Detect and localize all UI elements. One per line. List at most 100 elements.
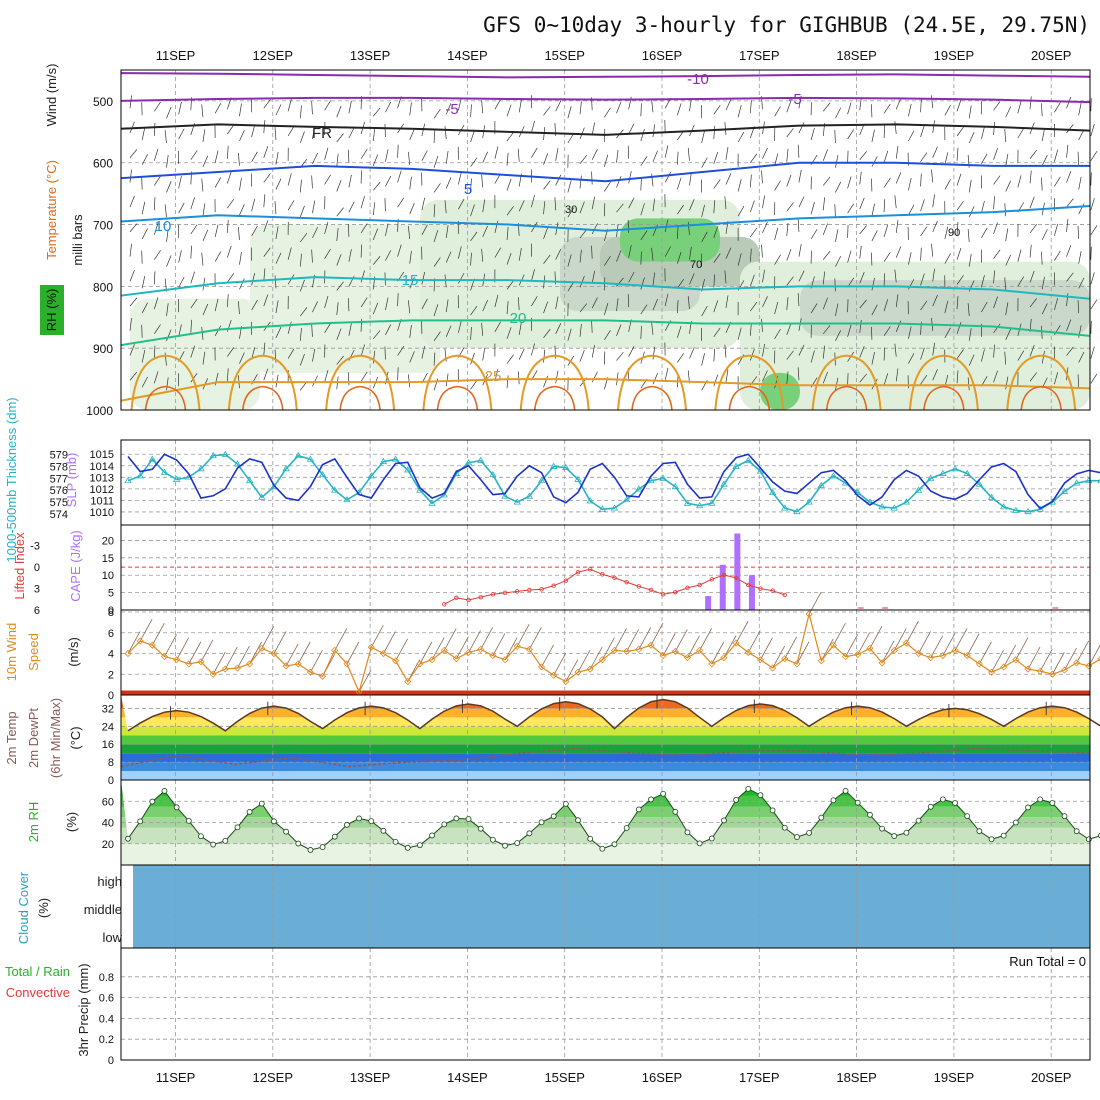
wind-speed-marker xyxy=(610,646,619,654)
wind-barb xyxy=(202,351,206,365)
wind-barb xyxy=(360,344,365,357)
isotherm-label: -5 xyxy=(445,101,458,118)
wind-barb xyxy=(725,295,729,309)
wind-speed-marker xyxy=(829,641,837,649)
wind-barb xyxy=(433,257,441,267)
wind-barb xyxy=(531,194,535,208)
wind-barb xyxy=(762,296,768,308)
wind-barb xyxy=(749,274,755,287)
date-label-bottom: 14SEP xyxy=(447,1070,487,1085)
wind-barb xyxy=(956,322,962,334)
cape-tick: 15 xyxy=(102,553,114,565)
wind-barb xyxy=(1066,144,1069,158)
rh-marker xyxy=(684,829,691,836)
wind-speed-marker xyxy=(525,645,533,653)
temperature-tick: 32 xyxy=(102,703,114,715)
surface-wind-barb xyxy=(760,637,773,660)
wind-barb xyxy=(190,224,198,235)
isotherm-30-loop xyxy=(728,385,771,410)
rh-marker xyxy=(465,816,472,822)
wind-barb xyxy=(312,200,316,214)
wind-barb xyxy=(555,100,562,112)
wind-barb xyxy=(166,303,169,317)
thickness-marker xyxy=(428,499,436,506)
wind-barb xyxy=(506,178,512,191)
wind-barb xyxy=(470,204,475,217)
lifted-index-marker xyxy=(636,584,642,589)
wind-barb xyxy=(908,178,912,191)
surface-wind-barb xyxy=(261,626,275,649)
wind-barb xyxy=(397,345,405,356)
thickness-marker xyxy=(963,469,971,476)
wind-barb xyxy=(737,104,742,118)
wind-barb xyxy=(409,250,412,264)
wind-barb xyxy=(1004,203,1007,217)
wind-barb xyxy=(920,347,925,360)
wind-barb xyxy=(372,202,376,216)
wind-barb xyxy=(664,172,671,183)
wind-barb xyxy=(166,229,169,242)
lifted-index-marker xyxy=(600,572,605,577)
wind-barb xyxy=(1029,270,1035,283)
surface-wind-barb xyxy=(1027,646,1041,670)
wind-barb xyxy=(859,245,862,259)
wind-barb xyxy=(433,352,436,366)
wind-barb xyxy=(372,181,381,191)
rh-marker xyxy=(283,828,290,835)
wind-barb xyxy=(299,105,302,119)
wind-barb xyxy=(993,222,998,235)
surface-wind-barb xyxy=(772,645,785,669)
wind-barb xyxy=(1077,374,1080,388)
wind-barb xyxy=(407,374,411,388)
wind-barb xyxy=(166,181,172,193)
wind-barb xyxy=(531,343,535,356)
wind-barb xyxy=(798,318,802,331)
rh-marker xyxy=(818,814,825,821)
slp-tick: 1012 xyxy=(90,484,114,496)
isotherm-25-loop xyxy=(422,354,493,410)
wind-barb xyxy=(1017,101,1022,114)
wind-barb xyxy=(944,226,949,239)
wind-barb xyxy=(750,153,758,163)
wind-barb xyxy=(883,150,889,163)
wind-speed-marker xyxy=(319,672,327,680)
wind-barb xyxy=(287,321,292,334)
wind-barb xyxy=(433,130,436,144)
wind-barb xyxy=(981,200,985,214)
lifted-index-tick: 6 xyxy=(34,605,40,617)
lifted-index-marker xyxy=(502,590,508,596)
wind-barb xyxy=(604,330,611,341)
wind-barb xyxy=(883,273,886,287)
wind-barb xyxy=(591,344,595,358)
wind-barb xyxy=(993,249,1001,259)
panel-frame xyxy=(120,69,1091,411)
rh-marker xyxy=(161,788,168,794)
wind-barb xyxy=(944,152,949,165)
wind-barb xyxy=(835,255,842,267)
wind-barb xyxy=(932,294,938,307)
wind-barb xyxy=(579,101,582,115)
wind-barb xyxy=(1066,170,1072,183)
rh-marker xyxy=(222,837,229,844)
isotherm-30-loop xyxy=(923,385,965,410)
wind-barb xyxy=(1078,176,1082,190)
wind-speed-marker xyxy=(185,660,193,668)
surface-wind-barb xyxy=(954,628,968,651)
wind-barb xyxy=(190,150,198,160)
wind-barb xyxy=(883,177,891,188)
rh-marker xyxy=(794,834,800,840)
surface-wind-barb xyxy=(273,631,287,654)
rh-marker xyxy=(623,825,630,831)
lifted-index-marker xyxy=(782,592,787,598)
wind-barb xyxy=(847,176,852,189)
rh-marker xyxy=(125,835,131,842)
thickness-marker xyxy=(574,475,582,482)
wind-barb xyxy=(664,246,671,257)
wind-barb xyxy=(299,307,308,317)
wind-speed-marker xyxy=(1012,656,1020,664)
wind-barb xyxy=(640,325,642,339)
wind-barb xyxy=(226,145,229,159)
wind-barb xyxy=(287,99,292,112)
wind-barb xyxy=(482,151,488,163)
temperature-band xyxy=(121,771,1090,780)
